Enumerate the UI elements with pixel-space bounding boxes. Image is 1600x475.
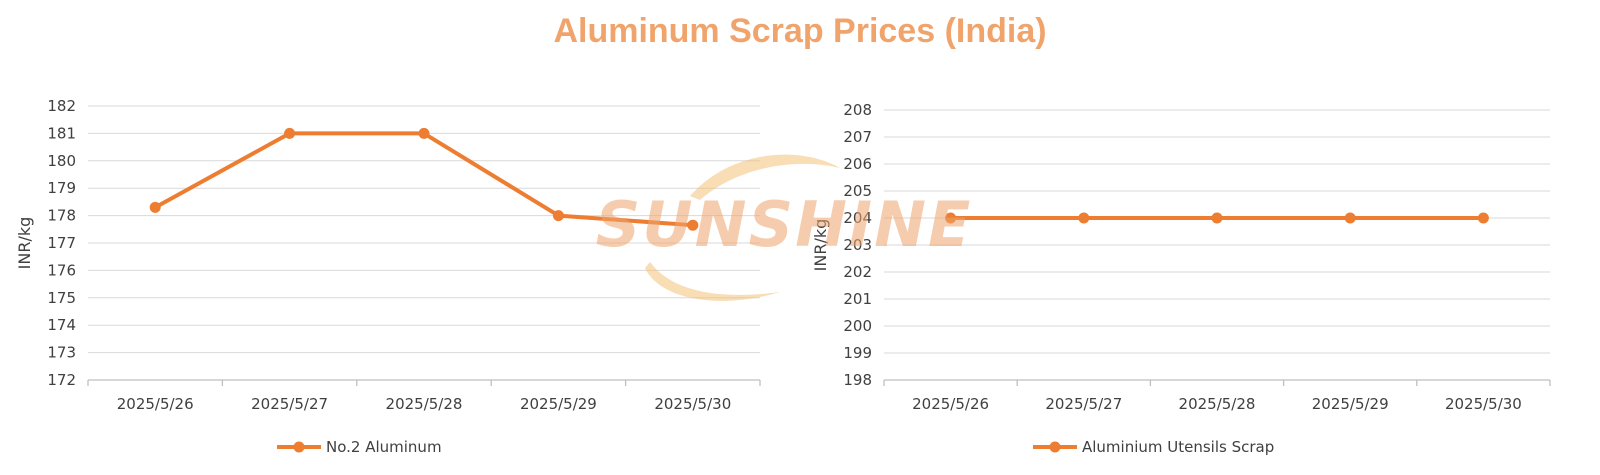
legend-marker — [1049, 441, 1061, 453]
y-axis-title: INR/kg — [811, 219, 830, 272]
data-point — [1211, 212, 1223, 224]
y-tick-label: 176 — [47, 261, 76, 279]
y-tick-label: 207 — [843, 128, 872, 146]
y-tick-label: 181 — [47, 124, 76, 142]
x-tick-label: 2025/5/28 — [1179, 395, 1256, 413]
x-tick-label: 2025/5/29 — [1312, 395, 1389, 413]
y-axis-title: INR/kg — [15, 217, 34, 270]
y-tick-label: 205 — [843, 182, 872, 200]
y-tick-label: 173 — [47, 344, 76, 362]
x-tick-label: 2025/5/27 — [1045, 395, 1122, 413]
data-point — [1078, 212, 1090, 224]
y-tick-label: 202 — [843, 263, 872, 281]
sunshine-watermark-logo: SUNSHINE — [596, 154, 973, 301]
page-title: Aluminum Scrap Prices (India) — [553, 12, 1047, 50]
y-tick-label: 174 — [47, 316, 76, 334]
data-point — [149, 201, 161, 213]
y-tick-label: 175 — [47, 289, 76, 307]
watermark-text: SUNSHINE — [596, 188, 973, 261]
legend-label: Aluminium Utensils Scrap — [1082, 438, 1274, 456]
x-tick-label: 2025/5/27 — [251, 395, 328, 413]
y-tick-label: 199 — [843, 344, 872, 362]
y-tick-label: 179 — [47, 179, 76, 197]
y-tick-label: 180 — [47, 152, 76, 170]
chart-2: 198 199 200 201 202 203 204 205 206 207 208 2025/5/… — [811, 101, 1551, 456]
y-tick-label: 206 — [843, 155, 872, 173]
y-tick-label: 198 — [843, 371, 872, 389]
x-tick-label: 2025/5/30 — [654, 395, 731, 413]
y-tick-label: 204 — [843, 209, 872, 227]
y-tick-label: 177 — [47, 234, 76, 252]
y-tick-label: 208 — [843, 101, 872, 119]
y-tick-label: 178 — [47, 207, 76, 225]
data-point — [1344, 212, 1356, 224]
data-point — [284, 127, 296, 139]
data-point — [945, 212, 957, 224]
x-tick-label: 2025/5/30 — [1445, 395, 1522, 413]
y-tick-label: 201 — [843, 290, 872, 308]
x-tick-label: 2025/5/29 — [520, 395, 597, 413]
y-tick-label: 203 — [843, 236, 872, 254]
x-tick-label: 2025/5/28 — [386, 395, 463, 413]
x-tick-label: 2025/5/26 — [117, 395, 194, 413]
y-tick-label: 200 — [843, 317, 872, 335]
data-point — [1477, 212, 1489, 224]
data-point — [552, 210, 564, 222]
watermark-arc-top — [690, 154, 840, 200]
chart-1: 172 173 174 175 176 177 178 179 180 181 182 2025/5/… — [15, 97, 761, 456]
y-tick-label: 172 — [47, 371, 76, 389]
data-point — [687, 219, 699, 231]
y-tick-label: 182 — [47, 97, 76, 115]
legend-label: No.2 Aluminum — [326, 438, 442, 456]
x-tick-label: 2025/5/26 — [912, 395, 989, 413]
legend-marker — [293, 441, 305, 453]
watermark-arc-bottom — [645, 262, 780, 301]
data-point — [418, 127, 430, 139]
